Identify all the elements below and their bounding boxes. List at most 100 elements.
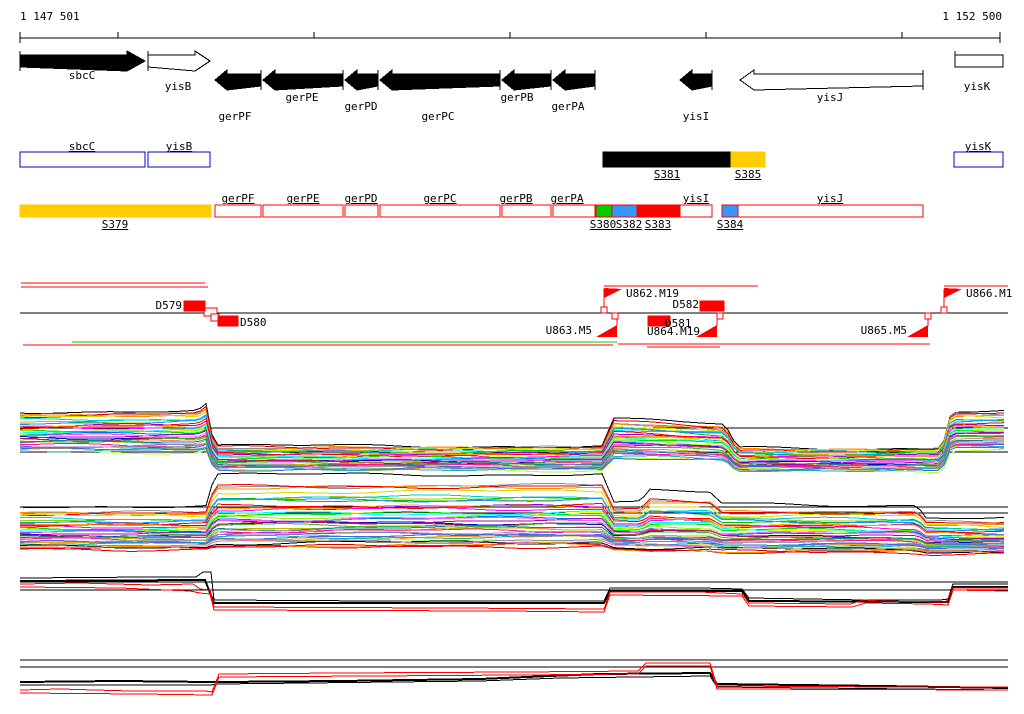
expression-line: [19, 438, 1004, 468]
segment-label-S379[interactable]: S379: [101, 218, 129, 231]
segment-box-yisJ[interactable]: [737, 204, 924, 218]
expression-line: [19, 484, 1005, 524]
probe-anchor-square: [940, 306, 948, 314]
gene-label-yisI[interactable]: yisI: [682, 110, 710, 123]
gene-arrow-gerPE[interactable]: [262, 68, 344, 91]
ruler-end-coordinate: 1 152 500: [942, 10, 1002, 23]
segment-box-S381[interactable]: [602, 151, 732, 168]
expression-line: [19, 538, 1005, 551]
gene-arrow-sbcC[interactable]: [19, 50, 147, 72]
gene-arrow-gerPF[interactable]: [214, 68, 262, 91]
expression-line: [20, 510, 1005, 540]
segment-label-S381[interactable]: S381: [653, 168, 681, 181]
expression-line: [19, 586, 1009, 613]
expression-line: [19, 504, 1005, 537]
probe-anchor-square: [716, 312, 724, 320]
segment-label-gerPB[interactable]: gerPB: [499, 192, 533, 205]
segment-box-yisB[interactable]: [147, 151, 211, 168]
segment-box-gerPF[interactable]: [214, 204, 262, 218]
gene-arrow-gerPD[interactable]: [344, 68, 379, 91]
probe-flag-U862-M19[interactable]: [604, 288, 622, 298]
probe-box-D579[interactable]: [183, 300, 206, 312]
gene-label-gerPD[interactable]: gerPD: [344, 100, 378, 113]
expression-line: [19, 518, 1005, 541]
segment-box-gerPE[interactable]: [262, 204, 344, 218]
gene-arrow-yisJ[interactable]: [739, 69, 924, 91]
segment-label-gerPD[interactable]: gerPD: [344, 192, 378, 205]
probe-label-D580[interactable]: D580: [240, 316, 267, 329]
segment-box-S383[interactable]: [637, 204, 681, 218]
segment-label-S384[interactable]: S384: [716, 218, 744, 231]
probe-flag-U865-M5[interactable]: [907, 325, 928, 337]
segment-box-S382[interactable]: [611, 204, 638, 218]
gene-label-gerPC[interactable]: gerPC: [421, 110, 455, 123]
gene-label-yisB[interactable]: yisB: [164, 80, 192, 93]
probe-label-D582[interactable]: D582: [672, 298, 700, 311]
segment-box-gerPC[interactable]: [379, 204, 501, 218]
segment-box-S385[interactable]: [730, 151, 766, 168]
segment-label-S385[interactable]: S385: [734, 168, 762, 181]
ruler-start-coordinate: 1 147 501: [20, 10, 80, 23]
expression-line: [19, 510, 1005, 538]
probe-flag-U866-M1[interactable]: [944, 288, 962, 298]
gene-arrow-yisI[interactable]: [679, 68, 713, 91]
segment-box-S380[interactable]: [595, 204, 613, 218]
segment-box-S384[interactable]: [721, 204, 739, 218]
probe-label-D579[interactable]: D579: [155, 299, 183, 312]
expression-line: [19, 529, 1005, 547]
expression-line: [19, 408, 1004, 453]
segment-box-gerPD[interactable]: [344, 204, 379, 218]
gene-label-gerPF[interactable]: gerPF: [218, 110, 252, 123]
gene-arrow-yisB[interactable]: [147, 50, 211, 72]
gene-label-yisJ[interactable]: yisJ: [816, 91, 844, 104]
gene-rect-yisK[interactable]: [954, 54, 1004, 68]
expression-line: [19, 662, 1008, 693]
expression-line: [20, 497, 1005, 532]
segment-label-gerPE[interactable]: gerPE: [286, 192, 320, 205]
segment-label-yisJ[interactable]: yisJ: [816, 192, 844, 205]
segment-label-yisI[interactable]: yisI: [682, 192, 710, 205]
probe-box-D582[interactable]: [699, 300, 725, 312]
probe-label-U864-M19[interactable]: U864.M19: [647, 325, 700, 338]
segment-box-sbcC[interactable]: [19, 151, 146, 168]
expression-line: [19, 405, 1005, 453]
gene-label-sbcC[interactable]: sbcC: [68, 69, 96, 82]
gene-label-gerPA[interactable]: gerPA: [551, 100, 585, 113]
segment-label-yisK[interactable]: yisK: [964, 140, 992, 153]
gene-arrow-gerPC[interactable]: [379, 68, 501, 91]
segment-box-gerPB[interactable]: [501, 204, 552, 218]
segment-label-S380[interactable]: S380: [589, 218, 617, 231]
expression-line: [19, 543, 1005, 556]
segment-label-yisB[interactable]: yisB: [165, 140, 193, 153]
probe-anchor-square: [600, 306, 608, 314]
probe-flag-U864-M19[interactable]: [696, 325, 717, 337]
gene-arrow-gerPB[interactable]: [501, 68, 552, 91]
segment-box-yisK[interactable]: [953, 151, 1004, 168]
segment-label-sbcC[interactable]: sbcC: [68, 140, 96, 153]
gene-label-gerPB[interactable]: gerPB: [500, 91, 534, 104]
segment-label-S382[interactable]: S382: [615, 218, 643, 231]
gene-label-yisK[interactable]: yisK: [963, 80, 991, 93]
segment-label-S383[interactable]: S383: [644, 218, 672, 231]
probe-box-D581[interactable]: [647, 315, 671, 327]
expression-line: [19, 430, 1005, 466]
segment-box-S379[interactable]: [19, 204, 212, 218]
segment-label-gerPC[interactable]: gerPC: [423, 192, 457, 205]
expression-line: [19, 485, 1004, 527]
gene-arrow-gerPA[interactable]: [552, 68, 596, 91]
segment-box-gerPA[interactable]: [552, 204, 596, 218]
probe-label-U863-M5[interactable]: U863.M5: [545, 324, 592, 337]
expression-line: [20, 432, 1005, 463]
probe-label-U862-M19[interactable]: U862.M19: [626, 287, 679, 300]
gene-label-gerPE[interactable]: gerPE: [285, 91, 319, 104]
expression-line: [19, 446, 1005, 472]
probe-label-U865-M5[interactable]: U865.M5: [860, 324, 907, 337]
segment-label-gerPA[interactable]: gerPA: [550, 192, 584, 205]
probe-label-U866-M1[interactable]: U866.M1: [966, 287, 1013, 300]
expression-line: [20, 435, 1005, 467]
probe-label-D581[interactable]: D581: [665, 317, 692, 330]
probe-box-D580[interactable]: [217, 315, 239, 327]
segment-label-gerPF[interactable]: gerPF: [221, 192, 255, 205]
segment-box-yisI[interactable]: [679, 204, 713, 218]
probe-flag-U863-M5[interactable]: [596, 325, 617, 337]
